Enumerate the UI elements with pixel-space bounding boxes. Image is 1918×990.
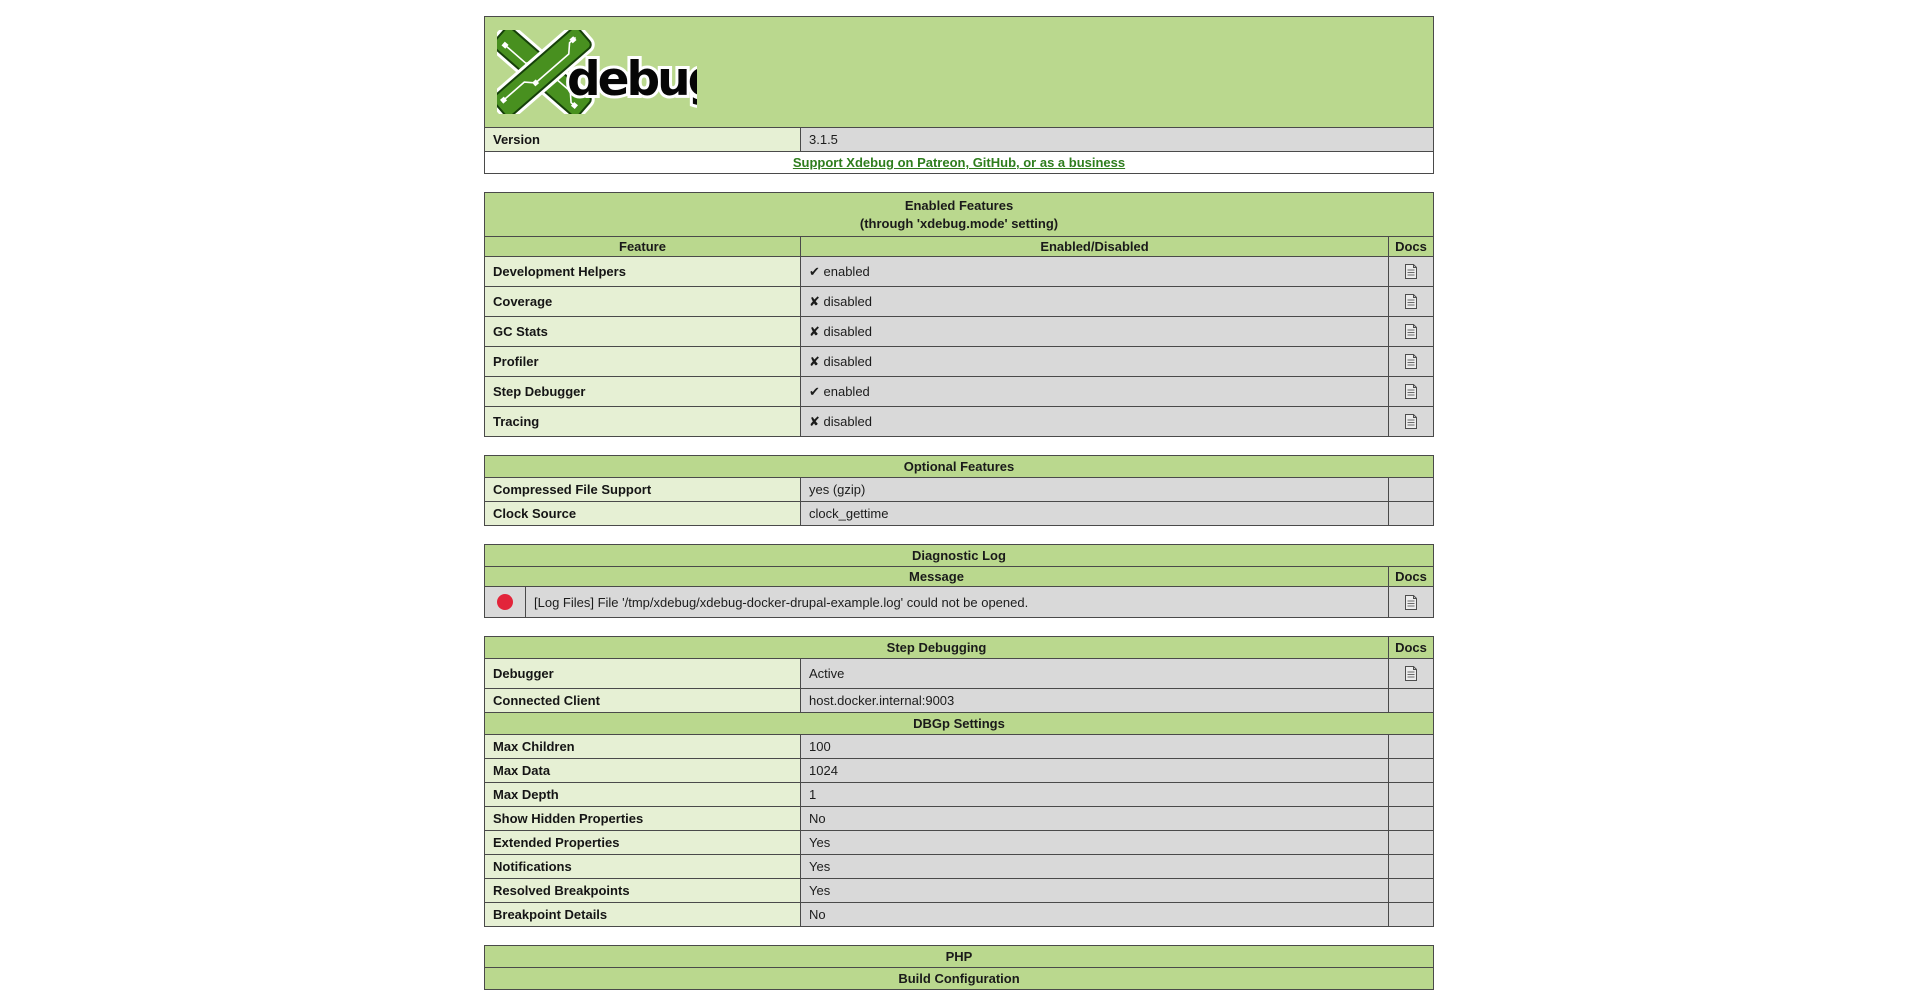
diagnostic-log-title: Diagnostic Log — [484, 544, 1434, 568]
enabled-features-title: Enabled Features (through 'xdebug.mode' … — [484, 191, 1434, 238]
php-table: PHP Build Configuration — [484, 944, 1434, 990]
xdebug-info-page: debug Version 3.1.5 Support Xdebug on Pa… — [484, 0, 1434, 990]
table-row: Max Data 1024 — [484, 757, 1434, 783]
table-row: Show Hidden Properties No — [484, 805, 1434, 831]
setting-value: No — [800, 901, 1389, 927]
setting-name: Max Depth — [484, 781, 801, 807]
table-row: Coverage ✘ disabled — [484, 286, 1434, 318]
logo-wordmark: debug — [567, 52, 697, 107]
option-value: yes (gzip) — [800, 477, 1389, 503]
setting-value: Yes — [800, 829, 1389, 855]
table-row: Max Children 100 — [484, 733, 1434, 759]
column-header-message: Message — [484, 566, 1389, 588]
column-header-status: Enabled/Disabled — [800, 236, 1389, 258]
feature-status: ✘ disabled — [800, 316, 1389, 348]
enabled-features-table: Enabled Features (through 'xdebug.mode' … — [484, 191, 1434, 438]
php-title: PHP — [484, 944, 1434, 968]
docs-icon[interactable] — [1404, 263, 1418, 280]
feature-name: Tracing — [484, 406, 801, 438]
setting-name: Show Hidden Properties — [484, 805, 801, 831]
logo-banner: debug — [484, 16, 1434, 128]
table-row: Connected Client host.docker.internal:90… — [484, 687, 1434, 713]
feature-name: Step Debugger — [484, 376, 801, 408]
setting-name: Breakpoint Details — [484, 901, 801, 927]
table-row: Clock Source clock_gettime — [484, 501, 1434, 527]
table-row: Extended Properties Yes — [484, 829, 1434, 855]
step-debugging-title: Step Debugging — [484, 635, 1389, 659]
option-name: Clock Source — [484, 501, 801, 527]
feature-status: ✘ disabled — [800, 286, 1389, 318]
column-header-docs: Docs — [1388, 236, 1434, 258]
feature-status: ✔ enabled — [800, 256, 1389, 288]
column-header-docs: Docs — [1388, 635, 1434, 659]
setting-name: Debugger — [484, 657, 801, 689]
table-row: Breakpoint Details No — [484, 901, 1434, 927]
table-row: Profiler ✘ disabled — [484, 346, 1434, 378]
table-row: Development Helpers ✔ enabled — [484, 256, 1434, 288]
docs-icon[interactable] — [1404, 665, 1418, 682]
docs-icon[interactable] — [1404, 323, 1418, 340]
setting-value: Active — [800, 657, 1389, 689]
table-row: Debugger Active — [484, 657, 1434, 689]
section-title: Enabled Features — [904, 198, 1014, 213]
setting-value: 1 — [800, 781, 1389, 807]
feature-status: ✘ disabled — [800, 406, 1389, 438]
setting-name: Extended Properties — [484, 829, 801, 855]
version-value: 3.1.5 — [800, 127, 1434, 152]
table-row: Step Debugger ✔ enabled — [484, 376, 1434, 408]
step-debugging-table: Step Debugging Docs Debugger Active Conn… — [484, 635, 1434, 927]
error-level-icon — [497, 594, 513, 611]
support-link[interactable]: Support Xdebug on Patreon, GitHub, or as… — [792, 155, 1126, 170]
feature-status: ✘ disabled — [800, 346, 1389, 378]
table-row: Compressed File Support yes (gzip) — [484, 477, 1434, 503]
table-row: Tracing ✘ disabled — [484, 406, 1434, 438]
column-header-docs: Docs — [1388, 566, 1434, 588]
setting-value: 100 — [800, 733, 1389, 759]
feature-name: GC Stats — [484, 316, 801, 348]
table-row: Resolved Breakpoints Yes — [484, 877, 1434, 903]
feature-name: Coverage — [484, 286, 801, 318]
docs-icon[interactable] — [1404, 353, 1418, 370]
docs-icon[interactable] — [1404, 413, 1418, 430]
table-row: Max Depth 1 — [484, 781, 1434, 807]
setting-value: Yes — [800, 853, 1389, 879]
setting-name: Max Data — [484, 757, 801, 783]
setting-value: Yes — [800, 877, 1389, 903]
optional-features-table: Optional Features Compressed File Suppor… — [484, 455, 1434, 527]
column-header-feature: Feature — [484, 236, 801, 258]
table-row: [Log Files] File '/tmp/xdebug/xdebug-doc… — [484, 586, 1434, 618]
log-message: [Log Files] File '/tmp/xdebug/xdebug-doc… — [525, 586, 1389, 618]
version-label: Version — [484, 127, 801, 152]
docs-icon[interactable] — [1404, 383, 1418, 400]
setting-value: host.docker.internal:9003 — [800, 687, 1389, 713]
diagnostic-log-table: Diagnostic Log Message Docs [Log Files] … — [484, 544, 1434, 618]
header-table: debug Version 3.1.5 Support Xdebug on Pa… — [484, 16, 1434, 174]
feature-name: Development Helpers — [484, 256, 801, 288]
xdebug-logo-icon: debug — [497, 30, 697, 114]
feature-name: Profiler — [484, 346, 801, 378]
table-row: GC Stats ✘ disabled — [484, 316, 1434, 348]
section-subtitle: (through 'xdebug.mode' setting) — [859, 215, 1059, 231]
setting-value: 1024 — [800, 757, 1389, 783]
setting-name: Max Children — [484, 733, 801, 759]
feature-status: ✔ enabled — [800, 376, 1389, 408]
optional-features-title: Optional Features — [484, 455, 1434, 479]
setting-name: Notifications — [484, 853, 801, 879]
option-name: Compressed File Support — [484, 477, 801, 503]
docs-icon[interactable] — [1404, 293, 1418, 310]
setting-name: Connected Client — [484, 687, 801, 713]
dbgp-settings-title: DBGp Settings — [484, 711, 1434, 735]
setting-name: Resolved Breakpoints — [484, 877, 801, 903]
table-row: Notifications Yes — [484, 853, 1434, 879]
setting-value: No — [800, 805, 1389, 831]
support-row: Support Xdebug on Patreon, GitHub, or as… — [484, 151, 1434, 174]
docs-icon[interactable] — [1404, 594, 1418, 611]
option-value: clock_gettime — [800, 501, 1389, 527]
build-configuration-title: Build Configuration — [484, 966, 1434, 990]
